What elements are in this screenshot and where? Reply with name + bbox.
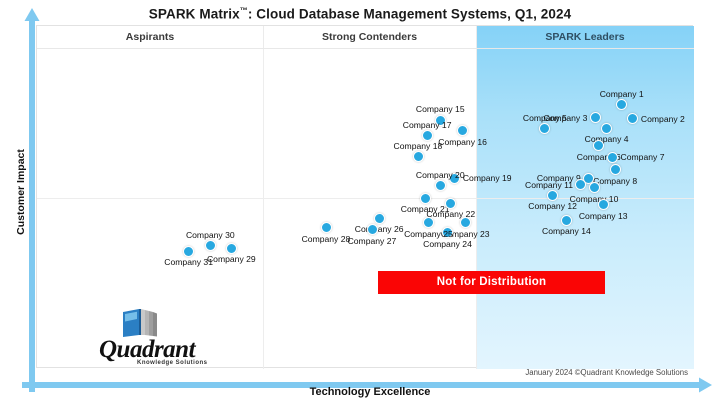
data-point[interactable]: [588, 182, 600, 194]
data-point[interactable]: [434, 114, 446, 126]
data-point[interactable]: [183, 245, 195, 257]
data-point-label: Company 25: [404, 228, 453, 239]
y-axis-arrow: [20, 8, 46, 392]
data-point-label: Company 28: [301, 233, 351, 244]
data-point[interactable]: [373, 212, 385, 224]
data-point-label: Company 21: [400, 204, 450, 215]
trademark-symbol: ™: [239, 6, 248, 15]
data-point-label: Company 27: [347, 235, 397, 246]
data-point[interactable]: [575, 179, 587, 191]
data-point[interactable]: [204, 240, 216, 252]
data-point[interactable]: [225, 242, 237, 254]
data-point-label: Company 16: [438, 136, 487, 147]
quadrant-logo: Quadrant Knowledge Solutions: [99, 308, 229, 370]
y-axis-arrow-svg: [24, 8, 40, 392]
data-point-label: Company 10: [569, 193, 619, 204]
data-point-label: Company 23: [440, 228, 490, 239]
data-point[interactable]: [607, 151, 619, 163]
data-point-label: Company 22: [426, 209, 476, 220]
data-point-label: Company 2: [640, 113, 685, 124]
data-point[interactable]: [593, 140, 605, 152]
data-point[interactable]: [583, 172, 595, 184]
data-point[interactable]: [449, 172, 461, 184]
data-point-label: Company 13: [578, 210, 628, 221]
data-point-label: Company 1: [599, 88, 644, 99]
data-point[interactable]: [442, 227, 454, 239]
data-point-label: Company 30: [185, 229, 235, 240]
quadrant-divider-horizontal: [37, 198, 694, 199]
not-for-distribution-banner: Not for Distribution: [378, 271, 605, 294]
copyright-footer: January 2024 ©Quadrant Knowledge Solutio…: [525, 368, 688, 377]
data-point[interactable]: [547, 189, 559, 201]
data-point-label: Company 31: [164, 257, 213, 268]
data-point[interactable]: [539, 123, 551, 135]
x-axis-arrow-svg: [22, 377, 712, 393]
data-point-label: Company 3: [543, 112, 588, 123]
data-point[interactable]: [561, 214, 573, 226]
data-point-label: Company 5: [522, 112, 567, 123]
data-point[interactable]: [457, 125, 469, 137]
data-point-label: Company 11: [524, 179, 574, 190]
data-point[interactable]: [627, 113, 639, 125]
data-point-label: Company 9: [536, 173, 581, 184]
header-sep-1: [263, 26, 264, 48]
logo-wordmark: Quadrant: [99, 336, 196, 363]
data-point-label: Company 12: [528, 201, 577, 212]
data-point[interactable]: [419, 192, 431, 204]
header-sep-2: [476, 26, 477, 48]
page-title-main: SPARK Matrix: [148, 6, 240, 22]
data-point-label: Company 24: [423, 238, 472, 249]
data-point-label: Company 8: [593, 175, 638, 186]
data-point[interactable]: [366, 224, 378, 236]
data-point[interactable]: [597, 199, 609, 211]
data-point[interactable]: [459, 217, 471, 229]
data-point-label: Company 4: [584, 134, 629, 145]
data-point-label: Company 15: [415, 104, 465, 115]
data-point-label: Company 7: [620, 152, 665, 163]
page-title: SPARK Matrix™: Cloud Database Management…: [0, 6, 720, 22]
quadrant-header-row: Aspirants Strong Contenders SPARK Leader…: [37, 26, 694, 49]
data-point-label: Company 18: [393, 140, 443, 151]
book-icon: [123, 309, 157, 337]
data-point-label: Company 26: [354, 224, 404, 235]
data-point[interactable]: [616, 99, 628, 111]
logo-tagline: Knowledge Solutions: [137, 360, 208, 366]
data-point[interactable]: [423, 217, 435, 229]
data-point[interactable]: [434, 180, 446, 192]
data-point[interactable]: [320, 222, 332, 234]
page-title-rest: : Cloud Database Management Systems, Q1,…: [247, 6, 572, 22]
data-point[interactable]: [445, 197, 457, 209]
spark-leaders-band: [476, 26, 694, 369]
data-point-label: Company 17: [402, 119, 452, 130]
quadrant-header-spark-leaders: SPARK Leaders: [545, 31, 625, 43]
x-axis-label: Technology Excellence: [309, 386, 431, 398]
data-point[interactable]: [412, 151, 424, 163]
data-point-label: Company 29: [206, 254, 256, 265]
data-point[interactable]: [421, 130, 433, 142]
quadrant-divider-left: [263, 48, 264, 369]
quadrant-header-aspirants: Aspirants: [125, 31, 175, 43]
y-axis-label: Customer Impact: [15, 149, 27, 235]
x-axis-arrow: [22, 374, 712, 400]
data-point-label: Company 14: [542, 226, 591, 237]
data-point-label: Company 19: [462, 173, 512, 184]
data-point[interactable]: [589, 112, 601, 124]
data-point[interactable]: [601, 122, 613, 134]
quadrant-divider-right: [476, 48, 477, 369]
data-point-label: Company 6: [576, 151, 621, 162]
matrix-plot-area: Aspirants Strong Contenders SPARK Leader…: [36, 25, 694, 370]
quadrant-header-strong-contenders: Strong Contenders: [321, 31, 418, 43]
data-point[interactable]: [609, 164, 621, 176]
data-point-label: Company 20: [415, 169, 465, 180]
